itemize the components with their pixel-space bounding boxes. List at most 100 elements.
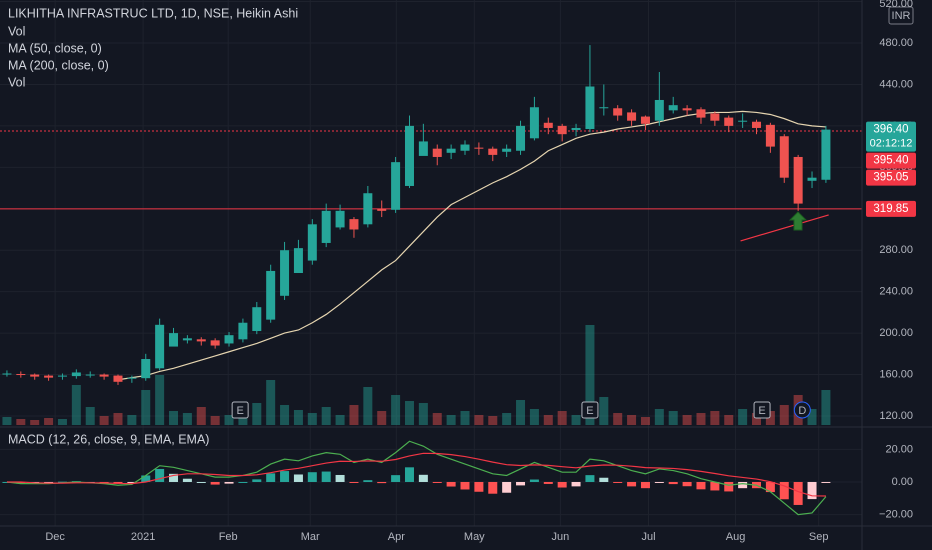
x-tick-label: Feb [219, 531, 238, 543]
currency-box[interactable] [888, 6, 914, 25]
volume-bar [418, 403, 428, 425]
volume-bar [57, 419, 67, 425]
macd-histogram-bar [557, 481, 567, 488]
x-tick-label: May [464, 531, 485, 543]
candle-body [141, 359, 151, 379]
candle-body [779, 136, 789, 178]
macd-histogram-bar [710, 481, 720, 491]
volume-bar [238, 413, 248, 425]
candle-body [502, 148, 512, 152]
x-tick-label: Jul [641, 531, 655, 543]
volume-bar [752, 413, 762, 425]
x-tick-label: Aug [726, 531, 746, 543]
macd-histogram-bar [196, 481, 206, 483]
volume-bar [543, 415, 553, 425]
candle-body [682, 108, 692, 111]
candle-body [765, 124, 775, 147]
candle-body [321, 210, 331, 243]
volume-bar [599, 397, 609, 425]
candle-body [377, 208, 387, 211]
macd-histogram-bar [446, 481, 456, 487]
legend-item: MA (50, close, 0) [8, 41, 102, 55]
macd-histogram-bar [335, 474, 345, 482]
volume-bar [391, 395, 401, 425]
macd-histogram-bar [404, 467, 414, 482]
volume-bar [571, 415, 581, 425]
volume-bar [474, 415, 484, 425]
volume-bar [30, 420, 40, 425]
candle-body [446, 148, 456, 153]
candle-body [30, 374, 40, 377]
macd-histogram-bar [502, 481, 512, 493]
ma50-line [117, 110, 826, 381]
candle-body [266, 270, 276, 320]
signal-line [6, 452, 826, 497]
candle-body [196, 339, 206, 342]
y-tick-label: 20.00 [885, 443, 913, 455]
y-tick-label: 480.00 [879, 37, 913, 49]
volume-bar [640, 417, 650, 425]
candle-body [169, 333, 179, 347]
volume-bar [682, 415, 692, 425]
macd-histogram-bar [293, 474, 303, 482]
legend-item: Vol [8, 24, 25, 38]
volume-bar [307, 413, 317, 425]
candle-body [654, 99, 664, 121]
x-tick-label: Mar [301, 531, 320, 543]
volume-bar [335, 415, 345, 425]
volume-bar [488, 416, 498, 425]
legend-item: MA (200, close, 0) [8, 58, 109, 72]
macd-histogram-bar [44, 481, 54, 483]
event-marker [231, 401, 249, 419]
candle-body [432, 148, 442, 157]
macd-histogram-bar [432, 481, 442, 483]
candle-body [335, 210, 345, 228]
candle-body [543, 122, 553, 128]
macd-histogram-bar [266, 473, 276, 482]
macd-histogram-bar [127, 481, 137, 483]
macd-histogram-bar [349, 481, 359, 483]
macd-histogram-bar [418, 474, 428, 482]
volume-bar [127, 415, 137, 425]
candle-body [44, 375, 54, 378]
volume-bar [113, 413, 123, 425]
candle-body [807, 177, 817, 181]
volume-bar [71, 385, 81, 425]
event-marker [793, 401, 811, 419]
macd-histogram-bar [821, 481, 831, 483]
volume-bar [99, 416, 109, 425]
volume-bar [16, 419, 26, 425]
volume-bar [252, 403, 262, 425]
macd-histogram-bar [640, 481, 650, 489]
volume-bar [404, 401, 414, 425]
macd-histogram-bar [169, 473, 179, 482]
volume-bar [266, 380, 276, 425]
macd-histogram-bar [571, 481, 581, 487]
volume-bar [585, 325, 595, 425]
candle-body [557, 125, 567, 135]
volume-bar [169, 411, 179, 425]
candle-body [613, 108, 623, 116]
x-tick-label: Apr [388, 531, 405, 543]
candle-body [793, 156, 803, 204]
volume-bar [432, 413, 442, 425]
candle-body [474, 147, 484, 149]
volume-bar [2, 417, 12, 425]
candle-body [349, 219, 359, 230]
volume-bar [529, 409, 539, 425]
candle-body [696, 109, 706, 118]
volume-bar [779, 405, 789, 425]
event-marker [753, 401, 771, 419]
macd-histogram-bar [488, 481, 498, 494]
candle-body [127, 377, 137, 379]
volume-bar [182, 413, 192, 425]
macd-histogram-bar [627, 481, 637, 487]
price-label-box [866, 152, 916, 169]
macd-legend: MACD (12, 26, close, 9, EMA, EMA) [8, 432, 209, 446]
y-tick-label: 0.00 [892, 476, 913, 488]
price-label: 396.40 [873, 124, 908, 136]
candle-body [821, 129, 831, 180]
candle-body [57, 375, 67, 377]
